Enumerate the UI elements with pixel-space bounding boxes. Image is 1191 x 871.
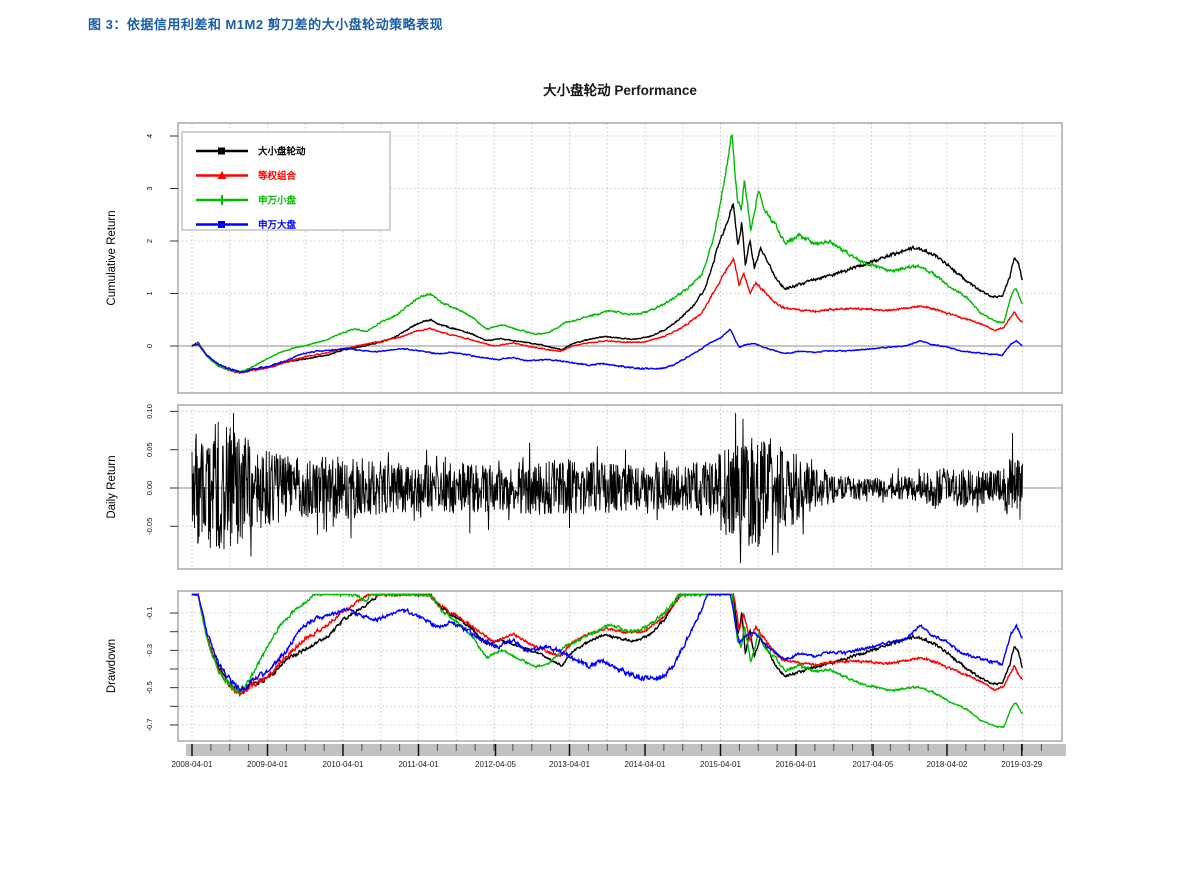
x-tick-label: 2008-04-01 xyxy=(172,760,213,769)
legend-marker-triangle xyxy=(217,171,227,179)
x-tick-label: 2012-04-05 xyxy=(475,760,516,769)
drawdown-line-1 xyxy=(191,592,1023,698)
daily-return-series xyxy=(191,412,1023,564)
y-tick-label: -0.3 xyxy=(145,644,154,657)
x-tick-label: 2016-04-01 xyxy=(776,760,817,769)
x-tick-label: 2017-04-05 xyxy=(853,760,894,769)
legend-label: 申万大盘 xyxy=(258,219,297,231)
y-tick-label: 0.05 xyxy=(145,442,154,457)
legend-marker-square xyxy=(218,147,225,155)
x-tick-label: 2015-04-01 xyxy=(700,760,741,769)
legend-label: 大小盘轮动 xyxy=(258,146,306,158)
x-tick-label: 2014-04-01 xyxy=(625,760,666,769)
cumulative-line-3 xyxy=(191,328,1023,374)
y-tick-label: 0.00 xyxy=(145,481,154,496)
x-tick-label: 2011-04-01 xyxy=(398,760,439,769)
x-tick-label: 2013-04-01 xyxy=(549,760,590,769)
time-axis: 2008-04-01 2009-04-01 2010-04-01 2011-04-01… xyxy=(172,744,1066,769)
y-axis-title-cumulative: Cumulative Return xyxy=(106,210,118,305)
figure-caption: 图 3：依据信用利差和 M1M2 剪刀差的大小盘轮动策略表现 xyxy=(88,17,444,32)
x-tick-label: 2009-04-01 xyxy=(247,760,288,769)
cumulative-line-0 xyxy=(191,203,1023,374)
chart-title: 大小盘轮动 Performance xyxy=(178,79,1062,99)
cumulative-line-2 xyxy=(191,133,1023,374)
drawdown-line-3 xyxy=(191,593,1023,693)
chart-title-cn: 大小盘轮动 xyxy=(543,83,611,98)
legend-label: 等权组合 xyxy=(257,170,297,182)
y-tick-label: 2 xyxy=(145,239,154,243)
cumulative-line-1 xyxy=(191,256,1023,375)
y-axis-title-daily: Daily Return xyxy=(106,455,118,518)
legend-marker-square xyxy=(218,221,225,228)
legend-label: 申万小盘 xyxy=(258,195,297,207)
drawdown-line-2 xyxy=(192,592,1023,729)
y-tick-label: 1 xyxy=(145,291,154,295)
y-tick-label: 3 xyxy=(145,186,154,190)
drawdown-line-0 xyxy=(191,592,1023,697)
y-axis-title-drawdown: Drawdown xyxy=(106,639,118,693)
x-tick-label: 2019-03-29 xyxy=(1001,760,1042,769)
y-tick-label: 4 xyxy=(145,134,154,138)
y-tick-label: -0.5 xyxy=(145,681,154,694)
chart-title-en: Performance xyxy=(614,83,697,98)
chart-figure: 大小盘轮动 Performance 大小盘轮动等权组合申万小盘申万大盘 0 1 2 3 4… xyxy=(98,55,1093,812)
y-tick-label: -0.1 xyxy=(145,607,154,620)
y-tick-label: 0.10 xyxy=(145,404,154,419)
y-tick-label: 0 xyxy=(145,344,154,348)
panel-drawdown: -0.1 -0.3 -0.5 -0.7 Drawdown xyxy=(106,590,1063,742)
panel-daily: -0.05 0.00 0.05 0.10 Daily Return xyxy=(106,404,1063,570)
y-tick-label: -0.05 xyxy=(145,518,154,535)
x-tick-label: 2010-04-01 xyxy=(323,760,364,769)
x-tick-label: 2018-04-02 xyxy=(927,760,968,769)
y-tick-label: -0.7 xyxy=(145,718,154,731)
